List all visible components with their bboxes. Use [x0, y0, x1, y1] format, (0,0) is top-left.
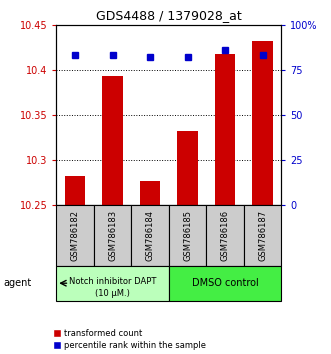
Text: (10 μM.): (10 μM.) [95, 289, 130, 298]
Bar [56, 205, 94, 266]
Text: GSM786182: GSM786182 [71, 210, 79, 261]
Bar [252, 41, 273, 205]
Bar [244, 205, 281, 266]
Text: GSM786183: GSM786183 [108, 210, 117, 261]
Bar [140, 181, 161, 205]
Bar [169, 205, 206, 266]
Text: GSM786186: GSM786186 [220, 210, 230, 261]
Bar [206, 205, 244, 266]
Bar [102, 76, 123, 205]
Text: Notch inhibitor DAPT: Notch inhibitor DAPT [69, 277, 156, 286]
Title: GDS4488 / 1379028_at: GDS4488 / 1379028_at [96, 9, 242, 22]
Bar [94, 205, 131, 266]
Text: GSM786185: GSM786185 [183, 210, 192, 261]
Bar [177, 131, 198, 205]
Text: DMSO control: DMSO control [192, 278, 259, 288]
Text: agent: agent [3, 278, 31, 288]
Bar [215, 54, 235, 205]
Text: GSM786184: GSM786184 [146, 210, 155, 261]
Text: GSM786187: GSM786187 [258, 210, 267, 261]
Legend: transformed count, percentile rank within the sample: transformed count, percentile rank withi… [54, 329, 206, 350]
Bar [56, 266, 169, 301]
Bar [169, 266, 281, 301]
Bar [65, 176, 85, 205]
Bar [131, 205, 169, 266]
